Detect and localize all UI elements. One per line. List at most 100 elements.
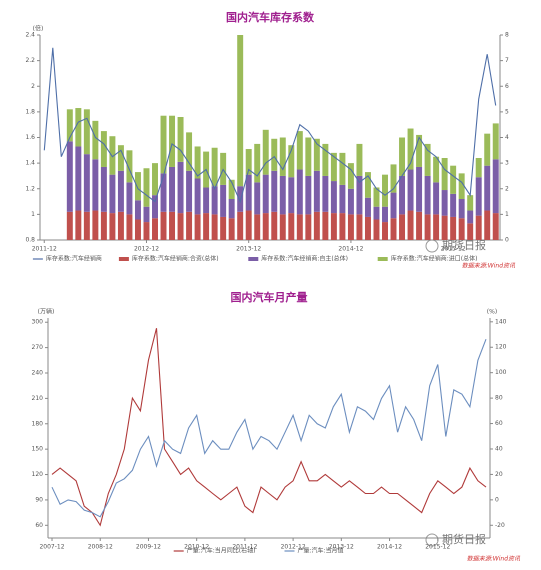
bar [424,214,431,240]
y-tick-label: 300 [32,319,44,326]
bar [143,168,150,207]
bar [475,215,482,240]
bar [484,210,491,240]
y-tick-label: 2 [31,83,35,90]
bar [177,117,184,162]
bar [100,131,107,167]
bar [475,158,482,178]
y-tick-label: 150 [32,446,44,453]
bar [279,137,286,176]
bar [109,213,116,240]
y2-tick-label: -20 [495,522,505,529]
bar [458,173,465,199]
bar [288,145,295,178]
bar [66,141,73,212]
source-note: 数据来源:Wind资讯 [462,262,516,270]
bar [203,213,210,240]
bar [399,214,406,240]
y2-tick-label: 8 [505,32,509,39]
bar [83,109,90,155]
bar [364,172,371,198]
y2-tick-label: 5 [505,108,509,115]
bar [356,143,363,176]
bar [458,218,465,240]
bar [211,147,218,187]
bar [296,131,303,170]
bar [211,186,218,215]
y-axis-label: (倍) [33,25,44,33]
bar [194,178,201,215]
bar [288,213,295,240]
bar [100,166,107,212]
legend-swatch [248,257,259,261]
y-tick-label: 90 [35,496,43,503]
bar [228,179,235,199]
bar [245,210,252,240]
y2-tick-label: 140 [495,318,507,325]
y2-tick-label: 100 [495,369,507,376]
x-tick-label: 2014-12 [338,246,363,253]
bar [203,187,210,214]
bar [339,213,346,240]
bar [160,173,167,212]
x-tick-label: 2012-12 [281,544,306,551]
bar [117,211,124,240]
x-tick-label: 2011-12 [32,246,57,253]
line-series [51,339,487,518]
bar [254,143,261,183]
source-note: 数据来源:Wind资讯 [467,555,521,563]
bar [330,152,337,182]
bar [169,211,176,240]
bar [160,115,167,174]
y2-tick-label: 40 [495,445,503,452]
bar [424,143,431,176]
bar [330,181,337,214]
y2-axis-label: (%) [487,309,497,316]
bar [373,187,380,207]
legend-label: 产量:汽车:当月同比(右轴) [187,547,256,555]
bar [424,175,431,215]
bar [117,145,124,171]
bar [347,188,354,215]
y-tick-label: 1.4 [25,160,35,167]
y-tick-label: 1.2 [25,185,35,192]
y2-tick-label: 1 [505,211,509,218]
bar [441,190,448,216]
bar [330,213,337,240]
line-series [51,328,487,527]
bar [313,170,320,212]
bar [433,156,440,183]
bar [254,182,261,215]
bar [467,223,474,240]
bar [220,184,227,217]
y-axis-label: (万辆) [38,308,55,316]
bar [271,138,278,171]
bar [458,199,465,219]
y-tick-label: 1.8 [25,108,35,115]
x-tick-label: 2013-12 [329,544,354,551]
bar [441,215,448,240]
bar [484,165,491,211]
bar [134,200,141,220]
bar [83,154,90,212]
bar [177,161,184,214]
bar [407,128,414,170]
bar [271,211,278,240]
bar [390,192,397,219]
bar [339,184,346,214]
y-tick-label: 2.2 [25,57,35,64]
bar [152,195,158,219]
y2-tick-label: 60 [495,420,503,427]
bar [169,166,176,212]
y-tick-label: 2.4 [25,32,35,39]
bar [382,174,388,207]
bar [245,149,252,175]
bar [399,137,406,176]
x-tick-label: 2015-12 [441,246,466,253]
bar [186,132,193,171]
bar [211,214,218,240]
bar [75,146,82,211]
bar [75,210,82,240]
